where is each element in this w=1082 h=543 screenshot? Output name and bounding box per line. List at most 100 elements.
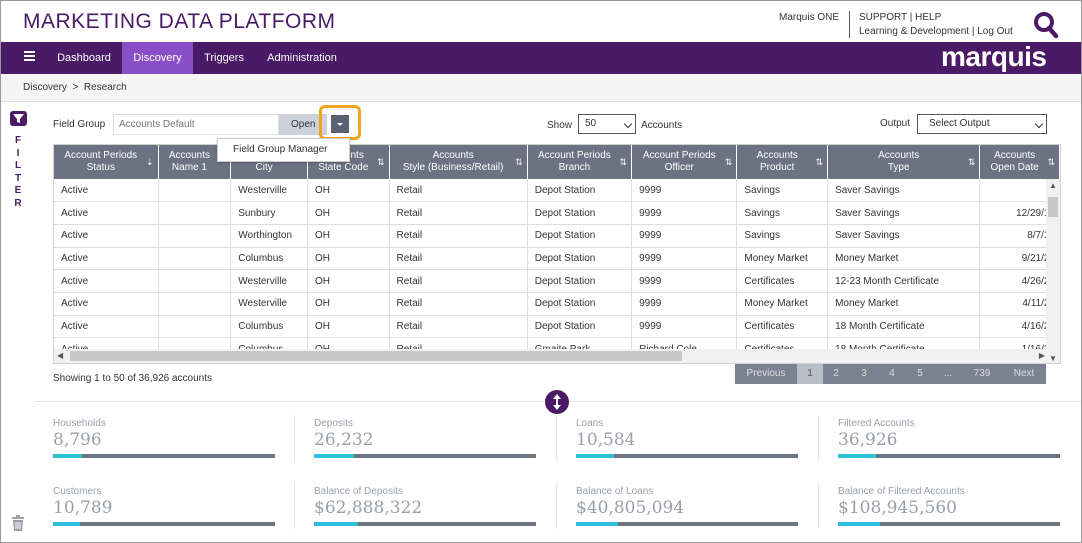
app-title: MARKETING DATA PLATFORM xyxy=(23,10,336,33)
scroll-down-icon[interactable]: ▼ xyxy=(1049,354,1057,363)
table-cell xyxy=(158,247,232,271)
horizontal-scroll-thumb[interactable] xyxy=(70,351,682,361)
table-cell: 9999 xyxy=(631,179,738,203)
column-header[interactable]: Accounts Style (Business/Retail) ⇅ xyxy=(389,145,528,179)
open-button[interactable]: Open xyxy=(279,114,327,135)
stat-card: Filtered Accounts 36,926 xyxy=(838,418,1060,474)
table-cell: Retail xyxy=(389,292,528,316)
stat-card: Balance of Filtered Accounts $108,945,560 xyxy=(838,486,1060,542)
page-5-button[interactable]: 5 xyxy=(917,368,923,379)
trash-icon[interactable] xyxy=(11,515,25,531)
table-cell: Saver Savings xyxy=(827,224,981,248)
table-cell: Retail xyxy=(389,247,528,271)
column-header[interactable]: Accounts Open Date ⇅ xyxy=(979,145,1060,179)
table-row[interactable]: Active Westerville OH Retail Depot Station 99… xyxy=(54,269,1060,293)
horizontal-scrollbar[interactable]: ◀ ▶ xyxy=(54,349,1048,363)
table-row[interactable]: Active Columbus OH Retail Depot Station 9999 M… xyxy=(54,247,1060,271)
sort-icon[interactable]: ⇅ xyxy=(619,157,628,167)
page-size-select[interactable]: 50 xyxy=(578,114,636,134)
field-group-label: Field Group xyxy=(53,119,106,130)
filter-sidebar[interactable]: F I L T E R xyxy=(8,111,28,210)
stat-progress-fill xyxy=(53,522,80,526)
table-cell xyxy=(158,269,232,293)
table-cell xyxy=(158,179,232,203)
stat-divider xyxy=(818,415,819,461)
stat-value: $108,945,560 xyxy=(838,498,957,518)
hamburger-menu-icon[interactable] xyxy=(24,51,35,61)
breadcrumb-discovery[interactable]: Discovery xyxy=(23,82,67,93)
scroll-left-icon[interactable]: ◀ xyxy=(57,351,64,360)
table-cell xyxy=(979,179,1060,203)
nav-discovery[interactable]: Discovery xyxy=(122,42,193,74)
filter-icon[interactable] xyxy=(9,111,27,126)
sort-icon[interactable]: ⇅ xyxy=(815,157,824,167)
nav-dashboard[interactable]: Dashboard xyxy=(57,52,111,64)
field-group-input[interactable] xyxy=(113,114,279,135)
stat-progress-fill xyxy=(838,454,876,458)
stat-progress-bar xyxy=(838,454,1060,458)
column-header[interactable]: Account Periods Status ⇣ xyxy=(54,145,159,179)
scroll-up-icon[interactable]: ▲ xyxy=(1049,181,1057,190)
page-1-button[interactable]: 1 xyxy=(797,364,823,384)
table-cell: Retail xyxy=(389,269,528,293)
table-row[interactable]: Active Worthington OH Retail Depot Station 99… xyxy=(54,224,1060,248)
previous-page-button[interactable]: Previous xyxy=(746,368,786,379)
table-row[interactable]: Active Columbus OH Retail Depot Station 9999 C… xyxy=(54,315,1060,339)
column-header[interactable]: Account Periods Officer ⇅ xyxy=(631,145,738,179)
page-739-button[interactable]: 739 xyxy=(973,368,991,379)
table-row[interactable]: Active Sunbury OH Retail Depot Station 9999 Sa… xyxy=(54,201,1060,225)
next-page-button[interactable]: Next xyxy=(1013,368,1035,379)
table-cell: Westerville xyxy=(230,179,308,203)
table-cell: 12/29/19 xyxy=(979,201,1060,225)
table-row[interactable]: Active Westerville OH Retail Depot Station 99… xyxy=(54,179,1060,203)
column-header[interactable]: Account Periods Branch ⇅ xyxy=(527,145,633,179)
page-2-button[interactable]: 2 xyxy=(833,368,839,379)
field-group-manager-menu-item[interactable]: Field Group Manager xyxy=(217,138,350,162)
table-cell: 18 Month Certificate xyxy=(827,315,981,339)
chevron-down-icon xyxy=(623,119,633,129)
table-cell: OH xyxy=(307,224,390,248)
table-cell: OH xyxy=(307,201,390,225)
table-cell: Money Market xyxy=(736,292,829,316)
link-separator: | xyxy=(909,12,913,23)
search-icon[interactable] xyxy=(1033,11,1059,39)
logout-link[interactable]: Log Out xyxy=(977,26,1013,37)
nav-triggers[interactable]: Triggers xyxy=(204,52,244,64)
vertical-scroll-thumb[interactable] xyxy=(1048,197,1058,217)
column-header[interactable]: Accounts Product ⇅ xyxy=(736,145,829,179)
scroll-right-icon[interactable]: ▶ xyxy=(1038,351,1045,360)
stat-progress-bar xyxy=(53,454,275,458)
table-row[interactable]: Active Westerville OH Retail Depot Station 99… xyxy=(54,292,1060,316)
filter-label[interactable]: F I L T E R xyxy=(14,135,22,209)
field-group-dropdown-button[interactable] xyxy=(330,114,350,134)
table-cell: 9999 xyxy=(631,201,738,225)
table-cell: 9999 xyxy=(631,315,738,339)
resize-vertical-icon[interactable] xyxy=(545,390,569,414)
sort-desc-icon[interactable]: ⇣ xyxy=(146,157,154,167)
sort-icon[interactable]: ⇅ xyxy=(377,157,385,167)
sort-icon[interactable]: ⇅ xyxy=(515,157,523,167)
stat-card: Loans 10,584 xyxy=(576,418,798,474)
breadcrumb-separator: > xyxy=(72,82,79,93)
stat-progress-bar xyxy=(838,522,1060,526)
sort-icon[interactable]: ⇅ xyxy=(724,157,733,167)
table-cell: Saver Savings xyxy=(827,201,981,225)
breadcrumb-research: Research xyxy=(83,82,127,93)
page-3-button[interactable]: 3 xyxy=(861,368,867,379)
stat-progress-fill xyxy=(838,522,881,526)
support-link[interactable]: SUPPORT xyxy=(859,12,907,23)
vertical-scrollbar[interactable]: ▲ ▼ xyxy=(1046,179,1060,363)
table-cell: Depot Station xyxy=(527,292,633,316)
help-link[interactable]: HELP xyxy=(915,12,942,23)
table-cell: 9999 xyxy=(631,292,738,316)
table-cell: Depot Station xyxy=(527,201,633,225)
sort-icon[interactable]: ⇅ xyxy=(967,157,976,167)
page-4-button[interactable]: 4 xyxy=(889,368,895,379)
output-select[interactable]: Select Output xyxy=(917,114,1047,134)
table-cell: 4/26/20 xyxy=(979,269,1060,293)
learning-link[interactable]: Learning & Development xyxy=(859,26,970,37)
product-name[interactable]: Marquis ONE xyxy=(779,12,840,23)
sort-icon[interactable]: ⇅ xyxy=(1047,157,1055,167)
column-header[interactable]: Accounts Type ⇅ xyxy=(827,145,981,179)
nav-administration[interactable]: Administration xyxy=(267,52,337,64)
